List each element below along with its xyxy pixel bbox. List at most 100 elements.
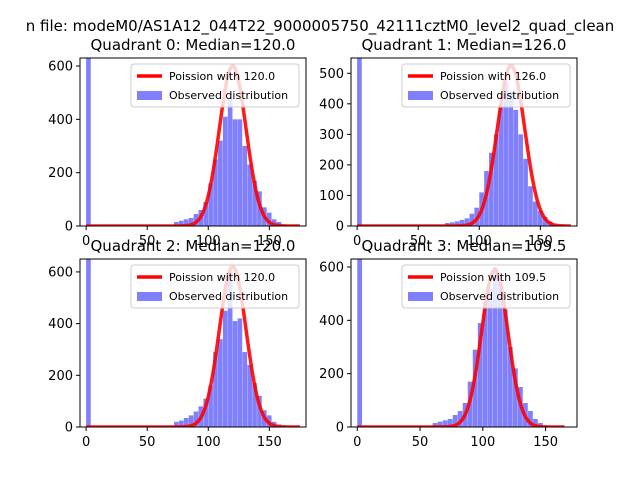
y-tick-label: 0 [65, 220, 73, 235]
legend-entry-fit: Poission with 126.0 [440, 70, 546, 83]
y-tick-label: 0 [336, 421, 344, 436]
histogram-bar [213, 352, 218, 427]
histogram-bar [533, 201, 538, 226]
y-tick-label: 100 [319, 189, 344, 204]
histogram-bar [457, 411, 463, 427]
x-tick-label: 150 [257, 234, 282, 249]
histogram-bar [222, 310, 228, 427]
fit-curve [84, 64, 302, 226]
figure-suptitle: n file: modeM0/AS1A12_044T22_9000005750_… [26, 17, 615, 36]
quadrant-2-plot-area [84, 259, 302, 427]
histogram-bar [537, 210, 543, 226]
histogram-bar [528, 186, 533, 226]
y-tick-label: 400 [48, 113, 73, 128]
histogram-bar [432, 423, 438, 427]
panels: 0 50 100 150 0 200 400 600 Quadrant 0: Median=12… [48, 36, 578, 450]
axes-frame [79, 258, 307, 428]
legend-entry-observed: Observed distribution [169, 89, 288, 102]
histogram-bar [523, 158, 528, 226]
legend-box [130, 63, 300, 108]
x-tick-label: 150 [533, 435, 558, 450]
histogram-bar [503, 82, 509, 226]
histogram-bar [218, 339, 223, 427]
legend-box [130, 264, 300, 309]
histogram-bar [513, 109, 519, 226]
histogram-bar [222, 116, 228, 226]
histogram-bar [357, 259, 363, 427]
legend-entry-fit: Poission with 120.0 [169, 271, 275, 284]
histogram-bar [242, 352, 248, 427]
histogram-bar [271, 219, 277, 226]
quadrant-1-plot-area [355, 58, 573, 226]
histogram-bar [188, 218, 194, 226]
quadrant-3-title: Quadrant 3: Median=109.5 [362, 237, 567, 255]
quadrant-0-chart: 0 50 100 150 0 200 400 600 Quadrant 0: Median=12… [48, 36, 307, 249]
quadrant-2-chart: 0 50 100 150 0 200 400 600 Quadrant 2: Median=12… [48, 237, 307, 450]
y-tick-label: 200 [48, 166, 73, 181]
histogram-bar [237, 119, 243, 226]
x-tick-label: 0 [353, 435, 361, 450]
histogram-bar [86, 58, 91, 226]
histogram-bar [508, 91, 514, 226]
histogram-bar [247, 364, 253, 427]
y-tick-label: 500 [319, 67, 344, 82]
legend-box [401, 264, 571, 309]
axes-frame [350, 258, 578, 428]
histogram-bar [492, 267, 498, 427]
histogram-bar [208, 385, 213, 427]
quadrant-2-title: Quadrant 2: Median=120.0 [91, 237, 296, 255]
histogram-bar [447, 419, 453, 427]
x-tick-label: 50 [412, 435, 429, 450]
histogram-bar [489, 152, 494, 226]
x-tick-label: 150 [257, 435, 282, 450]
histogram-bar [227, 98, 233, 226]
y-tick-label: 200 [319, 158, 344, 173]
x-tick-label: 0 [353, 234, 361, 249]
quadrant-1-chart: 0 50 100 150 0 100 200 300 400 500 Quadrant 1: Med… [319, 36, 578, 249]
x-tick-label: 100 [196, 234, 221, 249]
histogram-bar [493, 134, 499, 226]
histogram-bar [464, 218, 470, 226]
histogram-bar [437, 421, 443, 427]
y-tick-label: 600 [48, 265, 73, 280]
legend-entry-observed: Observed distribution [440, 89, 559, 102]
legend-bar-swatch [408, 292, 433, 301]
histogram-bar [232, 321, 238, 427]
histogram-bar [357, 58, 362, 226]
legend-entry-observed: Observed distribution [440, 290, 559, 303]
y-tick-label: 400 [48, 317, 73, 332]
histogram-bar [472, 349, 478, 427]
histogram-bar [518, 134, 524, 226]
fit-curve [84, 265, 302, 427]
histogram-bar [477, 323, 483, 427]
histogram-bar [203, 398, 209, 427]
axes-frame [79, 57, 307, 227]
histogram-bar [218, 140, 223, 226]
quadrant-3-chart: 0 50 100 150 0 200 400 600 Quadrant 3: Median=10… [319, 237, 578, 450]
y-tick-label: 400 [319, 97, 344, 112]
histogram-bar [178, 220, 184, 226]
histogram-bar [193, 214, 199, 226]
histogram-bar [247, 164, 253, 226]
axes-frame [350, 57, 578, 227]
histogram-bar [482, 301, 488, 427]
x-tick-label: 100 [196, 435, 221, 450]
quadrant-1-title: Quadrant 1: Median=126.0 [362, 36, 567, 54]
histogram-bar [174, 222, 179, 226]
histogram-bar [257, 395, 262, 427]
histogram-bar [237, 318, 243, 427]
histogram-bar [252, 383, 257, 427]
fit-curve [356, 267, 566, 427]
histogram-bar [469, 213, 475, 226]
x-tick-label: 100 [470, 435, 495, 450]
histogram-bar [203, 202, 209, 226]
y-tick-label: 200 [48, 369, 73, 384]
y-tick-label: 600 [319, 261, 344, 276]
legend-bar-swatch [137, 292, 162, 301]
histogram-bar [232, 119, 238, 226]
histogram-bar [497, 283, 503, 427]
x-tick-label: 0 [82, 234, 90, 249]
histogram-bar [452, 415, 458, 427]
quadrant-0-plot-area [84, 58, 302, 226]
